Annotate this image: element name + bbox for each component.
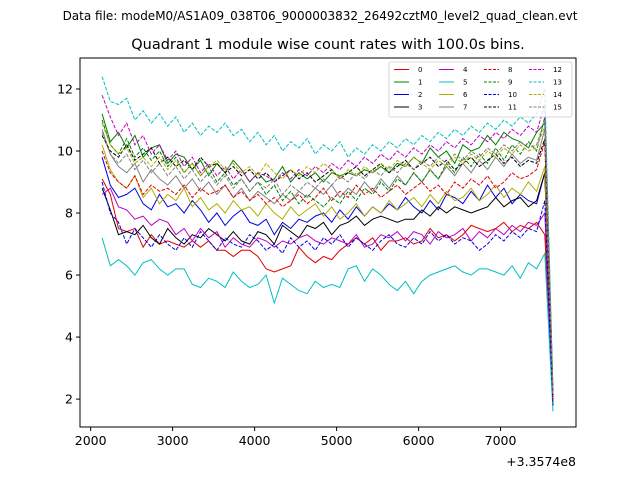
series-line-4 <box>101 187 554 403</box>
series-line-0 <box>101 178 554 400</box>
series-line-11 <box>101 135 554 397</box>
legend-frame <box>388 61 573 118</box>
legend-label: 3 <box>418 104 422 112</box>
chart-title: Quadrant 1 module wise count rates with … <box>131 37 525 53</box>
legend-label: 0 <box>418 66 422 74</box>
series-line-6 <box>101 144 554 403</box>
legend-label: 11 <box>508 104 517 112</box>
y-tick-label: 8 <box>65 206 73 221</box>
series-layer <box>101 76 554 412</box>
series-line-12 <box>101 95 554 393</box>
series-line-5 <box>101 237 554 412</box>
series-line-2 <box>101 157 554 406</box>
legend-label: 10 <box>508 91 517 99</box>
series-line-3 <box>101 172 554 400</box>
legend-label: 8 <box>508 66 512 74</box>
x-tick-label: 7000 <box>485 433 517 448</box>
legend-label: 1 <box>418 79 422 87</box>
series-line-7 <box>101 129 554 400</box>
legend-label: 7 <box>463 104 467 112</box>
legend-label: 9 <box>508 79 512 87</box>
y-tick-label: 2 <box>65 392 73 407</box>
legend-label: 15 <box>553 104 562 112</box>
legend-label: 4 <box>463 66 468 74</box>
series-line-9 <box>101 116 554 393</box>
legend-label: 5 <box>463 79 467 87</box>
legend-label: 6 <box>463 91 468 99</box>
x-tick-label: 4000 <box>239 433 271 448</box>
legend-label: 12 <box>553 66 562 74</box>
legend-label: 13 <box>553 79 562 87</box>
x-offset-label: +3.3574e8 <box>506 454 576 469</box>
series-line-15 <box>101 119 554 397</box>
series-line-13 <box>101 76 554 390</box>
series-line-10 <box>101 181 554 406</box>
y-tick-label: 4 <box>65 330 73 345</box>
y-tick-label: 6 <box>65 268 73 283</box>
legend-label: 2 <box>418 91 422 99</box>
plot-frame <box>79 57 577 428</box>
series-line-14 <box>101 122 554 397</box>
x-tick-label: 3000 <box>157 433 189 448</box>
x-tick-label: 5000 <box>321 433 353 448</box>
x-tick-label: 6000 <box>403 433 435 448</box>
legend-label: 14 <box>553 91 562 99</box>
y-tick-label: 10 <box>57 144 73 159</box>
series-line-8 <box>101 141 554 400</box>
x-tick-label: 2000 <box>75 433 107 448</box>
y-tick-label: 12 <box>57 82 73 97</box>
file-label: Data file: modeM0/AS1A09_038T06_90000038… <box>63 9 578 23</box>
